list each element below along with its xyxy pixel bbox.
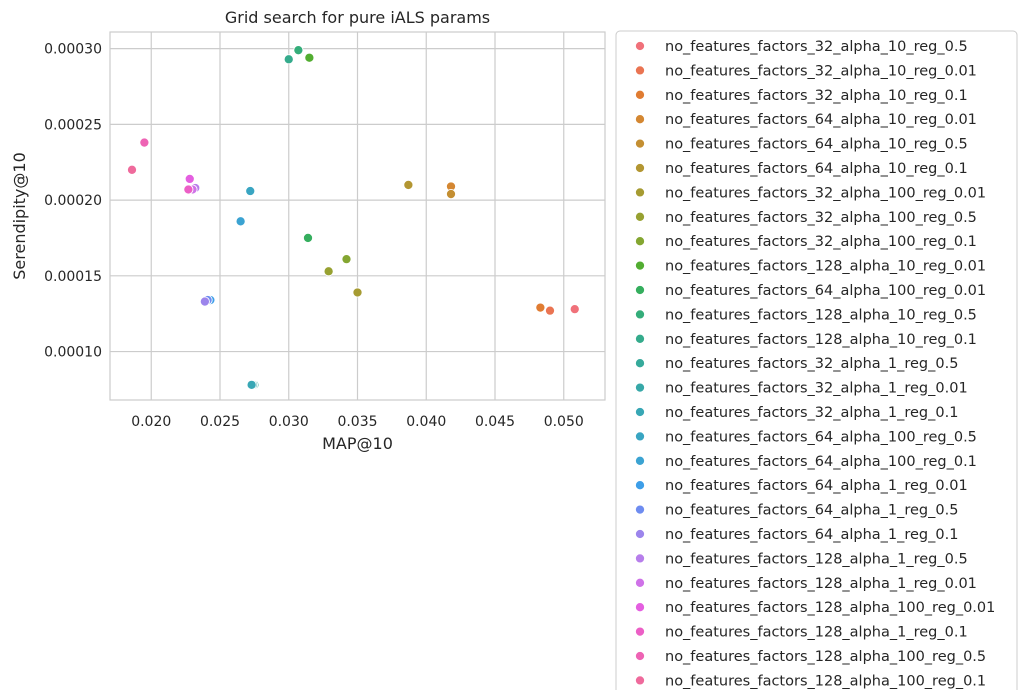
legend-marker bbox=[634, 382, 646, 393]
legend-marker bbox=[634, 40, 646, 52]
legend-entry-label: no_features_factors_64_alpha_100_reg_0.5 bbox=[665, 429, 977, 445]
grid-lines bbox=[110, 32, 605, 400]
data-point bbox=[139, 137, 150, 148]
data-point bbox=[544, 305, 556, 316]
legend-marker bbox=[634, 650, 646, 662]
legend-marker bbox=[634, 504, 646, 515]
legend-entry-label: no_features_factors_128_alpha_1_reg_0.01 bbox=[665, 576, 977, 592]
legend-marker bbox=[634, 236, 646, 247]
legend-marker bbox=[634, 187, 646, 198]
legend-marker bbox=[634, 602, 646, 613]
data-point bbox=[403, 179, 414, 191]
legend-marker bbox=[634, 65, 646, 76]
data-point bbox=[245, 185, 256, 197]
legend-entry-label: no_features_factors_128_alpha_1_reg_0.5 bbox=[665, 551, 968, 567]
legend-entry-label: no_features_factors_32_alpha_100_reg_0.1 bbox=[665, 234, 977, 250]
data-points bbox=[126, 45, 580, 390]
legend-entry-label: no_features_factors_128_alpha_100_reg_0.… bbox=[665, 649, 986, 665]
legend-marker bbox=[634, 309, 646, 320]
legend-marker bbox=[634, 211, 646, 222]
legend-marker bbox=[634, 406, 646, 418]
data-point bbox=[199, 296, 210, 307]
x-axis-label: MAP@10 bbox=[322, 434, 393, 453]
legend-marker bbox=[634, 358, 646, 369]
y-tick-labels: 0.00010 0.00015 0.00020 0.00025 0.00030 bbox=[44, 42, 102, 361]
legend-marker bbox=[634, 675, 646, 686]
legend-entry-label: no_features_factors_64_alpha_1_reg_0.5 bbox=[665, 503, 958, 519]
legend-entry-label: no_features_factors_32_alpha_1_reg_0.1 bbox=[665, 405, 958, 421]
y-tick-label: 0.00010 bbox=[44, 345, 102, 361]
x-tick-label: 0.050 bbox=[544, 414, 584, 430]
legend-entry-label: no_features_factors_128_alpha_100_reg_0.… bbox=[665, 600, 995, 616]
legend-entry-label: no_features_factors_128_alpha_100_reg_0.… bbox=[665, 673, 986, 689]
legend-frame bbox=[615, 30, 1018, 694]
legend-entry-label: no_features_factors_64_alpha_100_reg_0.0… bbox=[665, 283, 986, 299]
legend-marker bbox=[634, 455, 646, 466]
data-point bbox=[323, 266, 334, 277]
y-tick-label: 0.00020 bbox=[44, 193, 102, 209]
legend-marker bbox=[634, 89, 646, 100]
legend-entry-label: no_features_factors_32_alpha_1_reg_0.01 bbox=[665, 381, 968, 397]
legend-entry-label: no_features_factors_32_alpha_100_reg_0.5 bbox=[665, 210, 977, 226]
x-tick-label: 0.020 bbox=[131, 414, 171, 430]
legend-marker bbox=[634, 162, 646, 174]
x-tick-label: 0.045 bbox=[475, 414, 515, 430]
legend-entry-label: no_features_factors_32_alpha_100_reg_0.0… bbox=[665, 185, 986, 201]
x-tick-label: 0.030 bbox=[269, 414, 309, 430]
data-point bbox=[246, 379, 257, 390]
legend-marker bbox=[634, 284, 646, 296]
y-tick-label: 0.00030 bbox=[44, 42, 102, 58]
data-point bbox=[304, 52, 315, 63]
plot-area bbox=[109, 31, 606, 401]
data-point bbox=[352, 287, 363, 298]
data-point bbox=[445, 188, 457, 200]
x-tick-label: 0.035 bbox=[337, 414, 377, 430]
data-point bbox=[293, 45, 304, 56]
legend-entry-label: no_features_factors_64_alpha_1_reg_0.1 bbox=[665, 527, 958, 543]
data-point bbox=[302, 232, 314, 244]
data-point bbox=[535, 302, 546, 313]
legend-entry-label: no_features_factors_64_alpha_1_reg_0.01 bbox=[665, 478, 968, 494]
legend-marker bbox=[634, 553, 646, 564]
legend: no_features_factors_32_alpha_10_reg_0.5n… bbox=[615, 30, 1018, 694]
chart-title: Grid search for pure iALS params bbox=[225, 8, 490, 27]
legend-entry-label: no_features_factors_128_alpha_10_reg_0.1 bbox=[665, 332, 977, 348]
legend-entry-label: no_features_factors_64_alpha_100_reg_0.1 bbox=[665, 454, 977, 470]
legend-marker bbox=[634, 333, 646, 344]
legend-marker bbox=[634, 114, 646, 125]
x-tick-label: 0.040 bbox=[406, 414, 446, 430]
data-point bbox=[283, 54, 294, 65]
legend-entry-label: no_features_factors_32_alpha_1_reg_0.5 bbox=[665, 356, 958, 372]
legend-entry-label: no_features_factors_64_alpha_10_reg_0.5 bbox=[665, 137, 968, 153]
x-tick-label: 0.025 bbox=[200, 414, 240, 430]
legend-entry-label: no_features_factors_128_alpha_10_reg_0.0… bbox=[665, 259, 986, 275]
legend-entry-label: no_features_factors_32_alpha_10_reg_0.01 bbox=[665, 63, 977, 79]
data-point bbox=[183, 184, 194, 195]
legend-entry-label: no_features_factors_128_alpha_1_reg_0.1 bbox=[665, 625, 968, 641]
data-point bbox=[569, 304, 580, 315]
legend-entry-label: no_features_factors_64_alpha_10_reg_0.1 bbox=[665, 161, 968, 177]
legend-entry-label: no_features_factors_128_alpha_10_reg_0.5 bbox=[665, 307, 977, 323]
legend-marker bbox=[634, 260, 646, 271]
data-point bbox=[235, 216, 246, 227]
legend-marker bbox=[634, 577, 646, 588]
y-axis-label: Serendipity@10 bbox=[10, 152, 29, 280]
legend-marker bbox=[634, 626, 646, 637]
legend-marker bbox=[634, 431, 646, 442]
data-point bbox=[126, 164, 138, 175]
y-tick-label: 0.00015 bbox=[44, 269, 102, 285]
data-point bbox=[184, 173, 195, 184]
legend-entry-label: no_features_factors_32_alpha_10_reg_0.5 bbox=[665, 39, 968, 55]
legend-marker bbox=[634, 138, 646, 149]
x-tick-labels: 0.020 0.025 0.030 0.035 0.040 0.045 0.050 bbox=[131, 414, 584, 430]
y-tick-label: 0.00025 bbox=[44, 117, 102, 133]
legend-entry-label: no_features_factors_32_alpha_10_reg_0.1 bbox=[665, 88, 968, 104]
data-point bbox=[341, 254, 352, 265]
legend-marker bbox=[634, 480, 646, 491]
legend-marker bbox=[634, 528, 646, 540]
legend-entry-label: no_features_factors_64_alpha_10_reg_0.01 bbox=[665, 112, 977, 128]
